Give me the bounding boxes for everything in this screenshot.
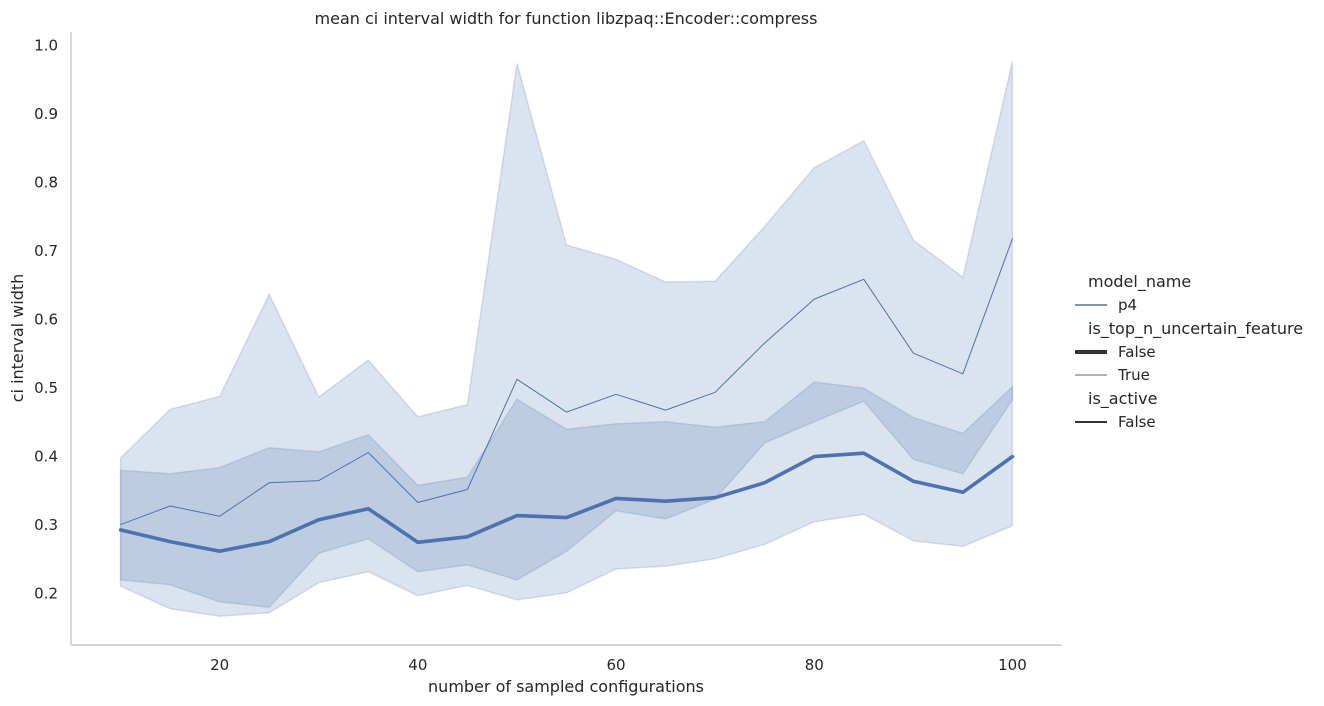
series-line-true — [120, 238, 1013, 525]
y-tick-label: 0.8 — [34, 174, 58, 192]
legend-group-title: is_active — [1088, 389, 1157, 409]
y-tick-label: 0.2 — [34, 585, 58, 603]
x-tick-label: 100 — [998, 656, 1027, 674]
x-tick-label: 60 — [607, 656, 626, 674]
legend: model_name p4 is_top_n_uncertain_feature Fa… — [1075, 272, 1303, 431]
legend-entry-label: p4 — [1118, 296, 1137, 314]
y-tick-label: 0.3 — [34, 516, 58, 534]
y-axis-label: ci interval width — [8, 274, 27, 403]
series-line-false — [118, 451, 1015, 554]
y-tick-label: 0.5 — [34, 379, 58, 397]
y-tick-label: 0.7 — [34, 242, 58, 260]
y-ticks: 0.2 0.3 0.4 0.5 0.6 0.7 0.8 0.9 1.0 — [34, 37, 58, 603]
ci-band-false — [119, 381, 1014, 609]
legend-entry-label: True — [1117, 366, 1150, 384]
series-lines — [118, 238, 1015, 554]
legend-entry-label: False — [1118, 343, 1156, 361]
ci-bands — [119, 61, 1014, 617]
y-tick-label: 1.0 — [34, 37, 58, 55]
axes — [70, 32, 1062, 646]
x-axis-label: number of sampled configurations — [428, 677, 704, 696]
legend-group-title: model_name — [1088, 272, 1191, 292]
x-tick-label: 40 — [408, 656, 427, 674]
legend-entry-label: False — [1118, 413, 1156, 431]
chart-title: mean ci interval width for function libz… — [315, 9, 818, 28]
y-tick-label: 0.9 — [34, 105, 58, 123]
ci-band-true — [119, 61, 1014, 617]
x-tick-label: 80 — [805, 656, 824, 674]
x-tick-label: 20 — [210, 656, 229, 674]
y-tick-label: 0.6 — [34, 311, 58, 329]
legend-group-title: is_top_n_uncertain_feature — [1088, 319, 1303, 339]
y-tick-label: 0.4 — [34, 448, 58, 466]
x-ticks: 20 40 60 80 100 — [210, 656, 1027, 674]
